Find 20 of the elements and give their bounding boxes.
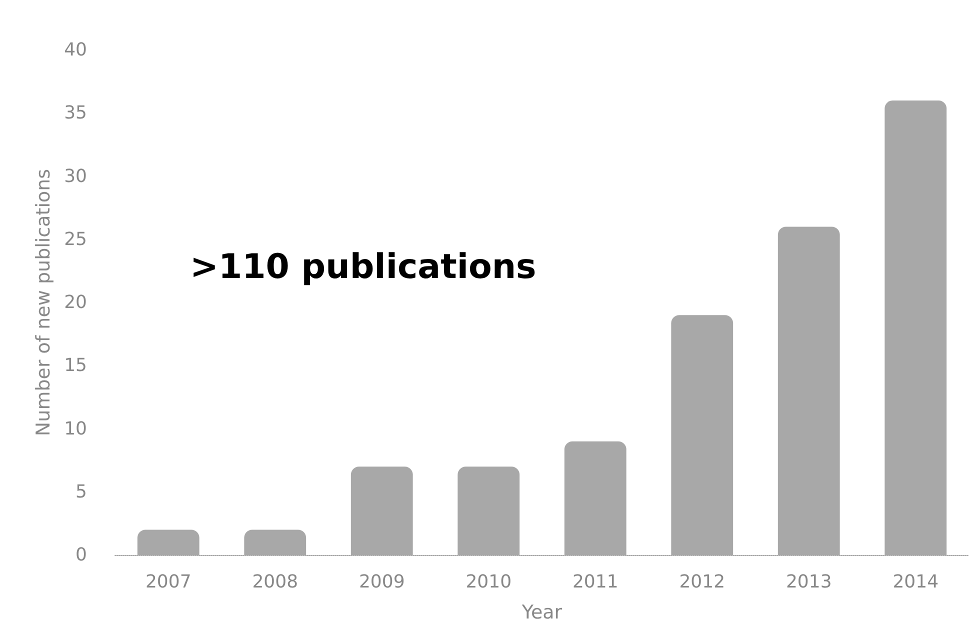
y-tick-label: 5	[76, 481, 87, 502]
x-tick-label: 2011	[572, 572, 618, 592]
x-tick-label: 2012	[679, 572, 726, 592]
y-tick-label: 30	[64, 166, 87, 187]
x-tick-label: 2008	[252, 572, 298, 592]
x-tick-label: 2009	[358, 572, 405, 592]
x-tick-label: 2013	[786, 572, 832, 592]
y-tick-label: 10	[64, 418, 87, 440]
x-tick-label: 2014	[892, 572, 939, 592]
y-tick-label: 25	[64, 228, 87, 250]
y-tick-label: 40	[64, 40, 87, 60]
x-tick-label: 2010	[466, 572, 512, 592]
x-axis-title: Year	[520, 602, 562, 624]
annotation: >110 publications	[190, 247, 536, 287]
y-tick-label: 15	[64, 355, 87, 376]
x-tick-label: 2007	[145, 572, 192, 592]
y-axis-title: Number of new publications	[32, 168, 54, 436]
y-tick-label: 20	[64, 292, 87, 313]
y-tick-label: 35	[64, 102, 87, 124]
y-tick-label: 0	[76, 544, 87, 566]
